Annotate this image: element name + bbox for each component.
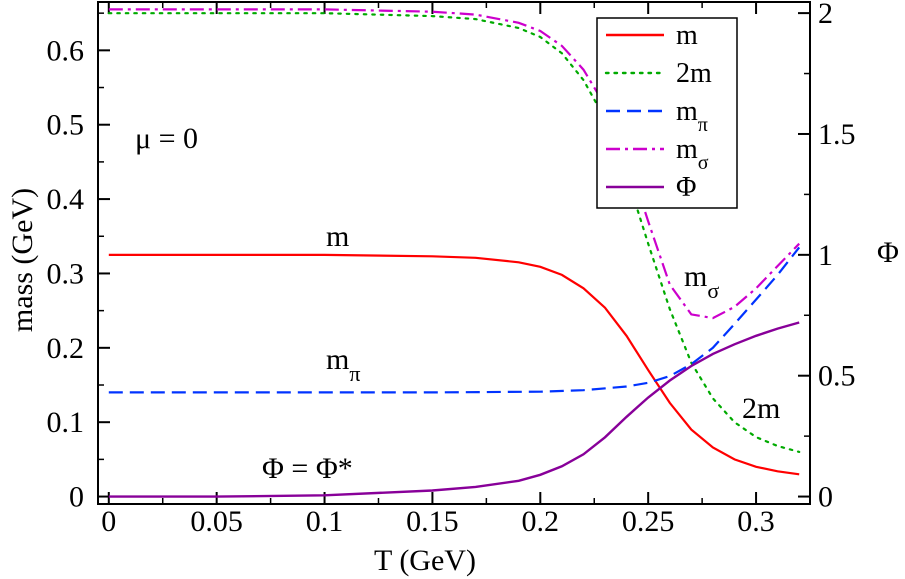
x-axis-title: T (GeV) [374,544,476,577]
y-tick-label: 0.2 [47,332,85,365]
mpi-curve-label: mπ [326,343,360,386]
y-tick-labels: 0 0.1 0.2 0.3 0.4 0.5 0.6 [47,34,85,513]
x-tick-label: 0.25 [622,505,675,538]
legend-label: m [676,20,698,51]
legend-label: Φ [676,172,696,203]
y-tick-label: 0.3 [47,257,85,290]
y2-tick-label: 1 [818,239,833,272]
x-tick-label: 0.3 [737,505,775,538]
y2-tick-label: 0.5 [818,360,856,393]
msigma-curve-label: mσ [684,260,719,303]
legend-label: mπ [676,96,708,136]
y2-axis-title: Φ [877,236,899,269]
x-tick-label: 0.05 [190,505,243,538]
mpi-curve-label-sub: π [349,361,360,386]
mpi-curve-label-main: m [326,343,349,376]
y2-tick-label: 1.5 [818,118,856,151]
msigma-curve-label-sub: σ [707,278,719,303]
legend-label: 2m [676,58,712,89]
twom-curve-label: 2m [742,392,780,425]
series-line [108,246,801,394]
y-tick-label: 0.4 [47,183,85,216]
series-line [108,253,800,476]
x-tick-label: 0 [101,505,116,538]
y-tick-label: 0.6 [47,34,85,67]
y-tick-label: 0 [69,481,84,514]
phi-curve-label: Φ = Φ* [262,452,353,485]
y-tick-label: 0.1 [47,406,85,439]
x-tick-label: 0.1 [306,505,344,538]
msigma-curve-label-main: m [684,260,707,293]
y2-tick-labels: 0 0.5 1 1.5 2 [818,0,856,514]
tick-marks [98,2,811,504]
series-line [108,321,800,498]
x-tick-label: 0.2 [522,505,560,538]
y-axis-title: mass (GeV) [6,188,39,332]
y2-tick-label: 0 [818,481,833,514]
mu-annotation: μ = 0 [135,122,198,155]
y2-tick-label: 2 [818,0,833,30]
legend-label: mσ [676,134,709,174]
legend-box [596,17,738,209]
y-tick-label: 0.5 [47,109,85,142]
plot-frame [97,1,811,505]
m-curve-label: m [326,220,349,253]
x-tick-labels: 0 0.05 0.1 0.15 0.2 0.25 0.3 [101,505,775,538]
x-tick-label: 0.15 [406,505,459,538]
